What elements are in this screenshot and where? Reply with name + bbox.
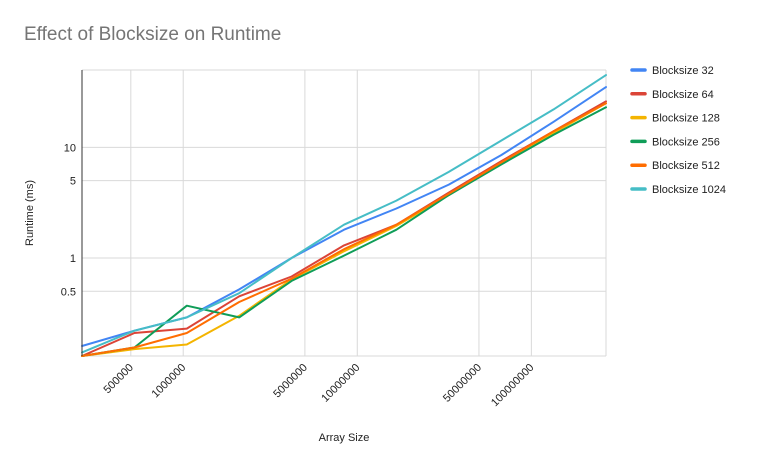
legend-label: Blocksize 1024 bbox=[652, 184, 726, 196]
series-line-blocksize-1024 bbox=[81, 74, 607, 354]
y-tick-label: 1 bbox=[70, 253, 76, 265]
x-axis-title: Array Size bbox=[319, 432, 370, 444]
series-line-blocksize-256 bbox=[81, 106, 607, 357]
x-tick-label: 1000000 bbox=[150, 362, 189, 401]
y-tick-label: 10 bbox=[64, 142, 76, 154]
series-lines bbox=[81, 74, 607, 357]
legend-item[interactable]: Blocksize 1024 bbox=[630, 184, 726, 196]
x-axis-tick-labels: 500000 1000000 5000000 10000000 50000000 1000… bbox=[101, 362, 536, 409]
x-tick-label: 5000000 bbox=[271, 362, 310, 401]
legend-label: Blocksize 32 bbox=[652, 65, 714, 77]
legend-item[interactable]: Blocksize 32 bbox=[630, 65, 714, 77]
x-tick-label: 500000 bbox=[101, 362, 135, 396]
legend-item[interactable]: Blocksize 512 bbox=[630, 160, 720, 172]
chart-title: Effect of Blocksize on Runtime bbox=[24, 24, 282, 45]
legend-label: Blocksize 512 bbox=[652, 160, 720, 172]
legend-item[interactable]: Blocksize 128 bbox=[630, 113, 720, 125]
y-axis-tick-labels: 0.5 1 5 10 bbox=[61, 142, 76, 298]
y-axis-title: Runtime (ms) bbox=[24, 180, 36, 246]
legend-label: Blocksize 64 bbox=[652, 89, 714, 101]
legend-item[interactable]: Blocksize 256 bbox=[630, 136, 720, 148]
series-line-blocksize-512 bbox=[81, 102, 607, 357]
gridlines bbox=[82, 69, 607, 357]
x-tick-label: 100000000 bbox=[489, 362, 536, 409]
legend[interactable]: Blocksize 32 Blocksize 64 Blocksize 128 Blo… bbox=[630, 65, 726, 196]
x-tick-label: 10000000 bbox=[319, 362, 362, 405]
x-tick-label: 50000000 bbox=[441, 362, 484, 405]
legend-label: Blocksize 256 bbox=[652, 136, 720, 148]
legend-label: Blocksize 128 bbox=[652, 113, 720, 125]
y-tick-label: 5 bbox=[70, 176, 76, 188]
legend-item[interactable]: Blocksize 64 bbox=[630, 89, 714, 101]
y-tick-label: 0.5 bbox=[61, 286, 76, 298]
